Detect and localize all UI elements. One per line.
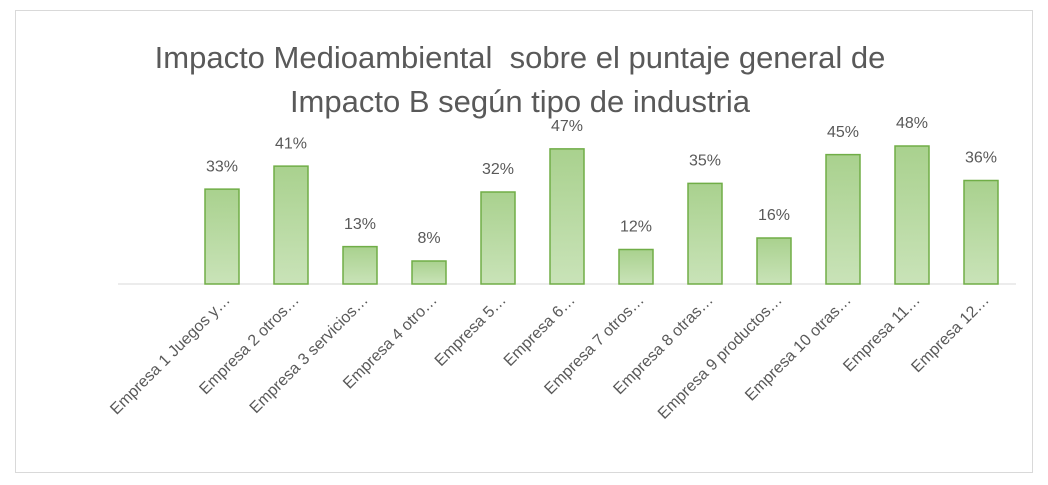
bar (894, 145, 930, 285)
bar (411, 260, 447, 285)
chart-frame (15, 10, 1033, 473)
data-label: 8% (417, 230, 440, 247)
data-label: 41% (275, 135, 307, 152)
data-label: 36% (965, 150, 997, 167)
data-label: 13% (344, 216, 376, 233)
data-label: 33% (206, 158, 238, 175)
chart-title: Impacto Medioambiental sobre el puntaje … (154, 40, 894, 119)
data-label: 12% (620, 219, 652, 236)
bar (756, 237, 792, 285)
x-tick-label: Empresa 6… (501, 292, 579, 370)
bar (618, 248, 654, 285)
x-tick-label: Empresa 3 servicios… (247, 292, 372, 417)
bar (549, 148, 585, 285)
x-tick-label: Empresa 5… (432, 292, 510, 370)
bar (204, 188, 240, 285)
x-tick-label: Empresa 9 productos… (655, 292, 786, 423)
data-label: 47% (551, 118, 583, 135)
x-tick-label: Empresa 1 Juegos y… (107, 292, 233, 418)
data-label: 48% (896, 115, 928, 132)
bar (273, 165, 309, 285)
bar (480, 191, 516, 285)
bar (825, 153, 861, 285)
bar (342, 245, 378, 285)
data-label: 35% (689, 153, 721, 170)
bar (963, 179, 999, 285)
data-label: 45% (827, 124, 859, 141)
bar (687, 182, 723, 285)
data-label: 32% (482, 161, 514, 178)
data-label: 16% (758, 207, 790, 224)
